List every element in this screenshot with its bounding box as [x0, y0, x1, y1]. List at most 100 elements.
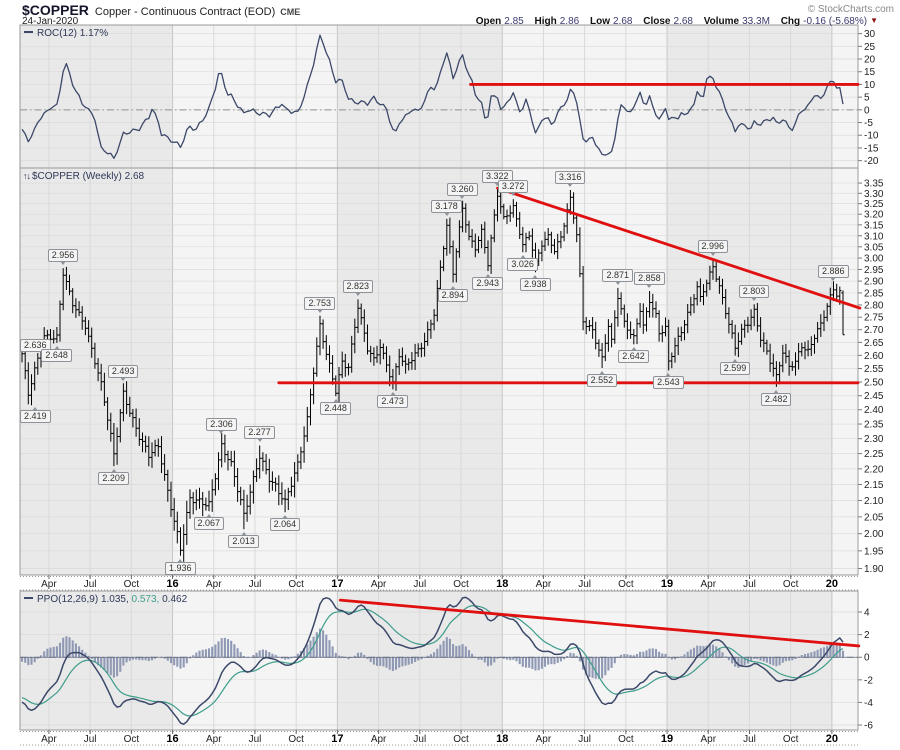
ppo-value: 1.035, — [100, 594, 129, 605]
roc-legend-text: ROC(12) 1.17% — [37, 28, 109, 39]
svg-text:3.25: 3.25 — [864, 199, 884, 210]
volume-label: Volume — [703, 16, 740, 27]
svg-text:1.95: 1.95 — [864, 546, 884, 557]
svg-text:3.00: 3.00 — [864, 254, 884, 265]
svg-text:2.00: 2.00 — [864, 529, 884, 540]
close-value: 2.68 — [673, 16, 693, 27]
price-annotation: 2.886 — [817, 265, 849, 282]
svg-text:Oct: Oct — [618, 734, 634, 745]
svg-text:Apr: Apr — [371, 579, 387, 590]
change-label: Chg — [780, 16, 801, 27]
svg-text:16: 16 — [166, 578, 178, 590]
exchange: CME — [280, 7, 301, 17]
ppo-hist-value: 0.462 — [162, 594, 188, 605]
price-annotation: 2.642 — [618, 347, 649, 364]
svg-text:2.75: 2.75 — [864, 313, 884, 324]
svg-text:Jul: Jul — [578, 579, 591, 590]
svg-text:Jul: Jul — [249, 579, 262, 590]
svg-text:25: 25 — [864, 42, 876, 53]
volume-value: 33.3M — [742, 16, 770, 27]
svg-text:2.30: 2.30 — [864, 434, 884, 445]
svg-text:-20: -20 — [864, 156, 879, 167]
svg-text:2.05: 2.05 — [864, 512, 884, 523]
svg-text:3.10: 3.10 — [864, 231, 884, 242]
svg-text:Jul: Jul — [413, 734, 426, 745]
svg-text:20: 20 — [826, 733, 838, 745]
svg-text:20: 20 — [864, 55, 876, 66]
chart-header: $COPPER Copper - Continuous Contract (EOD… — [22, 2, 300, 20]
low-label: Low — [590, 16, 610, 27]
price-annotation: 3.316 — [554, 170, 586, 187]
svg-text:2.80: 2.80 — [864, 300, 884, 311]
price-annotation: 2.013 — [228, 532, 259, 549]
svg-text:Apr: Apr — [536, 734, 552, 745]
price-annotation: 2.943 — [472, 274, 503, 291]
price-annotation: 2.648 — [41, 345, 72, 362]
ppo-down-trendline — [338, 598, 861, 648]
price-annotation: 2.306 — [206, 417, 237, 434]
price-annotation: 2.448 — [320, 399, 351, 416]
svg-text:2.35: 2.35 — [864, 420, 884, 431]
svg-text:2.55: 2.55 — [864, 364, 884, 375]
svg-text:2.95: 2.95 — [864, 265, 884, 276]
x-axis-mid: Apr Jul Oct 16 Apr Jul Oct 17 Apr Jul Oct 18 Apr Jul O… — [20, 575, 858, 591]
svg-text:10: 10 — [864, 80, 876, 91]
high-value: 2.86 — [559, 16, 580, 27]
price-annotation: 2.871 — [602, 268, 633, 285]
svg-text:2.40: 2.40 — [864, 405, 884, 416]
svg-text:Apr: Apr — [700, 579, 716, 590]
svg-text:19: 19 — [661, 578, 673, 590]
svg-text:Jul: Jul — [413, 579, 426, 590]
price-annotation: 2.419 — [20, 407, 51, 424]
svg-text:Apr: Apr — [536, 579, 552, 590]
svg-text:Oct: Oct — [783, 579, 799, 590]
open-label: Open — [475, 16, 502, 27]
svg-text:3.35: 3.35 — [864, 179, 884, 190]
svg-text:Apr: Apr — [700, 734, 716, 745]
svg-text:2.90: 2.90 — [864, 277, 884, 288]
price-annotation: 2.064 — [269, 515, 301, 532]
svg-text:Apr: Apr — [206, 579, 222, 590]
x-axis-bottom: Apr Jul Oct 16 Apr Jul Oct 17 Apr Jul Oct 18 Apr Jul O… — [20, 730, 858, 746]
price-annotation: 2.543 — [653, 373, 684, 390]
ppo-line — [21, 596, 844, 725]
svg-text:3.30: 3.30 — [864, 189, 884, 200]
svg-text:Oct: Oct — [783, 734, 799, 745]
open-value: 2.85 — [504, 16, 524, 27]
svg-text:18: 18 — [496, 578, 508, 590]
price-annotation: 2.858 — [634, 272, 665, 289]
price-down-trendline — [496, 186, 862, 310]
price-annotation: 2.956 — [47, 249, 79, 266]
svg-text:18: 18 — [496, 733, 508, 745]
svg-text:Jul: Jul — [84, 579, 97, 590]
svg-text:20: 20 — [826, 578, 838, 590]
svg-text:15: 15 — [864, 67, 876, 78]
close-label: Close — [643, 16, 671, 27]
price-annotation: 2.823 — [342, 280, 374, 297]
svg-text:Jul: Jul — [578, 734, 591, 745]
svg-text:-15: -15 — [864, 143, 879, 154]
svg-text:Oct: Oct — [453, 734, 469, 745]
ppo-legend: PPO(12,26,9) 1.035, 0.573, 0.462 — [24, 594, 187, 605]
price-annotation: 2.067 — [193, 514, 225, 531]
price-annotation: 1.936 — [164, 558, 196, 575]
price-annotation: 2.938 — [520, 275, 551, 292]
svg-text:-2: -2 — [864, 675, 873, 686]
svg-text:2.15: 2.15 — [864, 480, 884, 491]
ppo-histogram — [20, 628, 845, 679]
ppo-legend-name: PPO(12,26,9) — [37, 594, 99, 605]
price-panel-bg: 1.90 1.95 2.00 2.05 2.10 2.15 2.20 2.25 2.30 2.35… — [19, 167, 884, 576]
svg-text:2.45: 2.45 — [864, 391, 884, 402]
svg-text:Oct: Oct — [124, 579, 140, 590]
svg-text:2.25: 2.25 — [864, 449, 884, 460]
svg-text:0: 0 — [864, 105, 870, 116]
change-value: -0.16 (-5.68%) — [803, 16, 868, 27]
price-bars-icon: ↑↓ — [23, 171, 31, 181]
price-annotation: 3.178 — [431, 199, 462, 216]
price-annotation: 2.473 — [377, 392, 408, 409]
svg-text:Jul: Jul — [743, 734, 756, 745]
price-legend: ↑↓ $COPPER (Weekly) 2.68 — [23, 171, 144, 182]
price-annotation: 3.322 — [481, 169, 513, 186]
